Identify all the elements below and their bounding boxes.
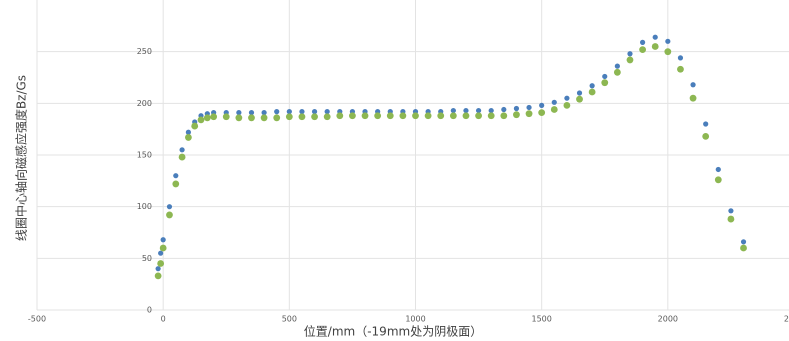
data-point — [577, 90, 582, 95]
data-point — [185, 134, 192, 141]
data-point — [311, 113, 318, 120]
data-point — [160, 245, 167, 252]
data-point — [166, 212, 173, 219]
data-point — [158, 251, 163, 256]
data-point — [715, 176, 722, 183]
data-point — [538, 109, 545, 116]
data-point — [437, 112, 444, 119]
data-point — [576, 96, 583, 103]
data-point — [690, 95, 697, 102]
data-point — [204, 114, 211, 121]
data-point — [551, 106, 558, 113]
data-point — [526, 110, 533, 117]
data-point — [653, 35, 658, 40]
y-tick-label: 50 — [142, 254, 152, 263]
data-point — [728, 216, 735, 223]
data-point — [539, 103, 544, 108]
data-point — [602, 74, 607, 79]
data-point — [223, 113, 230, 120]
y-tick-label: 0 — [147, 306, 152, 315]
data-point — [362, 112, 369, 119]
y-tick-label: 250 — [137, 47, 152, 56]
data-point — [156, 266, 161, 271]
data-point — [198, 116, 205, 123]
chart: 位置/mm（-19mm处为阴极面） 线圈中心轴向磁感应强度Bz/Gs 0 50 10… — [0, 0, 789, 341]
x-tick-label: 1000 — [405, 315, 425, 324]
x-tick-label: 0 — [161, 315, 166, 324]
data-point — [627, 51, 632, 56]
x-tick-label: -500 — [28, 315, 46, 324]
data-point — [601, 79, 608, 86]
data-point — [678, 55, 683, 60]
data-point — [627, 57, 634, 64]
data-point — [501, 107, 506, 112]
x-tick-label: 500 — [282, 315, 297, 324]
data-point — [161, 237, 166, 242]
data-point — [703, 121, 708, 126]
data-point — [741, 239, 746, 244]
data-point — [640, 40, 645, 45]
y-axis-label: 线圈中心轴向磁感应强度Bz/Gs — [14, 75, 29, 241]
data-point — [615, 64, 620, 69]
data-point — [690, 82, 695, 87]
data-point — [639, 46, 646, 53]
data-point — [157, 260, 164, 267]
data-point — [664, 48, 671, 55]
data-point — [235, 114, 242, 121]
data-point — [526, 105, 531, 110]
data-point — [425, 112, 432, 119]
data-point — [702, 133, 709, 140]
data-point — [349, 112, 356, 119]
data-point — [514, 106, 519, 111]
data-point — [677, 66, 684, 73]
y-tick-label: 150 — [137, 151, 152, 160]
y-tick-label: 200 — [137, 99, 152, 108]
data-point — [179, 154, 186, 161]
data-point — [299, 113, 306, 120]
data-point — [191, 123, 198, 130]
data-point — [740, 245, 747, 252]
data-point — [463, 112, 470, 119]
data-point — [614, 69, 621, 76]
y-tick-label: 100 — [137, 202, 152, 211]
data-point — [412, 112, 419, 119]
data-point — [665, 39, 670, 44]
data-point — [374, 112, 381, 119]
x-tick-label: 2500 — [784, 315, 789, 324]
data-point — [589, 89, 596, 96]
data-point — [552, 100, 557, 105]
data-point — [167, 204, 172, 209]
data-point — [248, 114, 255, 121]
x-tick-label: 2000 — [658, 315, 678, 324]
x-axis-label: 位置/mm（-19mm处为阴极面） — [304, 324, 482, 339]
data-point — [500, 112, 507, 119]
data-point — [475, 112, 482, 119]
x-tick-label: 1500 — [531, 315, 551, 324]
data-point — [590, 83, 595, 88]
data-point — [172, 181, 179, 188]
data-point — [399, 112, 406, 119]
data-point — [488, 112, 495, 119]
data-point — [716, 167, 721, 172]
data-point — [652, 43, 659, 50]
data-point — [513, 111, 520, 118]
data-point — [155, 273, 162, 280]
data-point — [564, 96, 569, 101]
data-point — [286, 113, 293, 120]
data-point — [179, 147, 184, 152]
data-point — [564, 102, 571, 109]
data-point — [274, 109, 279, 114]
data-point — [324, 113, 331, 120]
data-point — [173, 173, 178, 178]
data-point — [210, 113, 217, 120]
data-point — [273, 114, 280, 121]
data-point — [387, 112, 394, 119]
data-point — [261, 114, 268, 121]
data-point — [728, 208, 733, 213]
data-point — [336, 112, 343, 119]
data-point — [450, 112, 457, 119]
